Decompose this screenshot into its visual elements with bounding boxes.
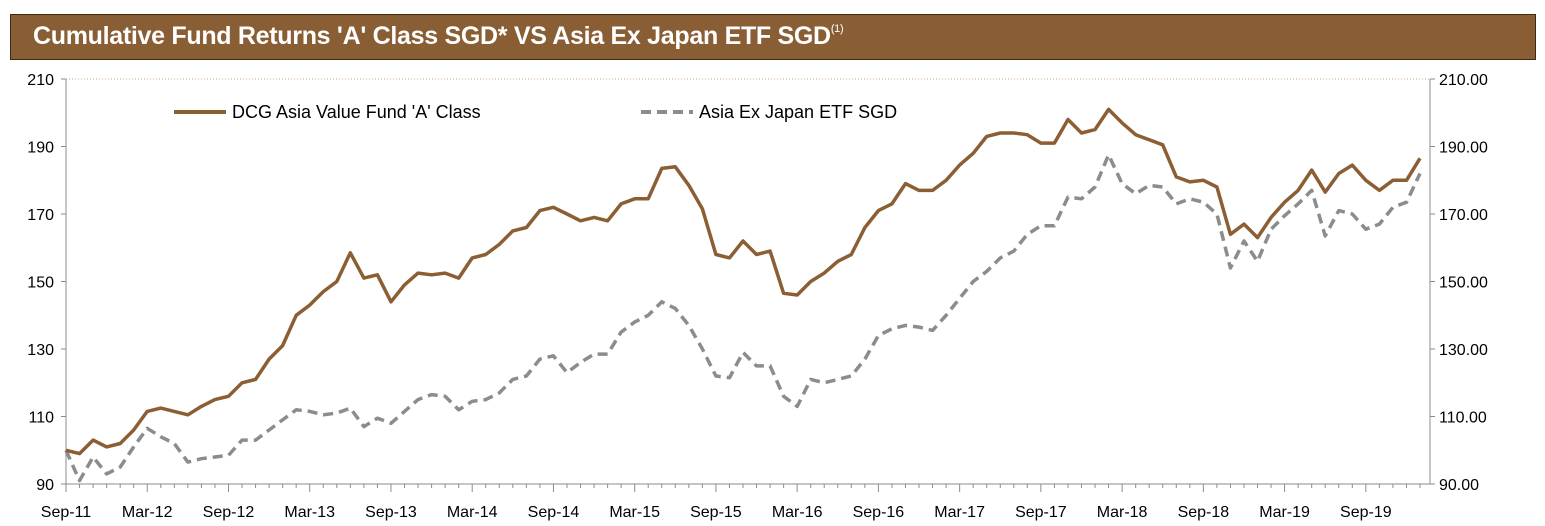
etf-series-line — [64, 153, 1422, 483]
legend-etf-label: Asia Ex Japan ETF SGD — [699, 102, 897, 122]
x-tick-label: Sep-12 — [203, 504, 255, 521]
right-y-tick-label: 210.00 — [1439, 72, 1488, 89]
right-y-tick-label: 150.00 — [1439, 275, 1488, 292]
x-axis: Sep-11 Mar-12 Sep-12 Mar-13 Sep-13 Mar-14 Sep-… — [41, 484, 1421, 521]
left-y-tick-label: 190 — [27, 140, 54, 157]
right-y-tick-label: 190.00 — [1439, 140, 1488, 157]
chart-title-bar: Cumulative Fund Returns 'A' Class SGD* V… — [10, 14, 1536, 60]
legend-fund-label: DCG Asia Value Fund 'A' Class — [232, 102, 481, 122]
x-tick-label: Mar-12 — [122, 504, 173, 521]
x-tick-label: Sep-19 — [1340, 504, 1392, 521]
right-y-axis: 90.00 110.00 130.00 150.00 170.00 190.00 210.0… — [1430, 72, 1488, 494]
chart-title-main: Cumulative Fund Returns 'A' Class SGD* V… — [33, 22, 831, 50]
right-y-tick-label: 90.00 — [1439, 477, 1479, 494]
x-tick-label: Sep-18 — [1178, 504, 1230, 521]
left-y-tick-label: 110 — [28, 410, 54, 427]
left-y-tick-label: 150 — [27, 275, 54, 292]
right-y-tick-label: 170.00 — [1439, 207, 1488, 224]
x-tick-label: Sep-17 — [1015, 504, 1067, 521]
fund-series-line — [65, 107, 1422, 456]
plot-frame — [65, 78, 1431, 485]
left-y-tick-label: 90 — [36, 477, 54, 494]
left-y-tick-label: 170 — [27, 207, 54, 224]
chart-title: Cumulative Fund Returns 'A' Class SGD* V… — [33, 22, 844, 51]
x-tick-label: Sep-16 — [853, 504, 905, 521]
legend: DCG Asia Value Fund 'A' Class Asia Ex Jap… — [174, 102, 897, 122]
x-tick-label: Sep-15 — [690, 504, 742, 521]
x-tick-label: Mar-18 — [1097, 504, 1148, 521]
x-tick-label: Mar-13 — [284, 504, 335, 521]
series-layer — [64, 107, 1422, 483]
chart-title-superscript: (1) — [830, 23, 844, 35]
right-y-tick-label: 110.00 — [1439, 410, 1487, 427]
x-tick-label: Mar-17 — [934, 504, 985, 521]
x-tick-label: Mar-16 — [772, 504, 823, 521]
x-tick-label: Mar-19 — [1259, 504, 1310, 521]
left-y-axis: 90 110 130 150 170 190 210 — [27, 72, 66, 494]
x-tick-label: Sep-13 — [365, 504, 417, 521]
right-y-tick-label: 130.00 — [1439, 342, 1488, 359]
x-tick-label: Mar-15 — [609, 504, 660, 521]
x-tick-label: Sep-11 — [41, 504, 92, 521]
left-y-tick-label: 210 — [27, 72, 54, 89]
x-tick-label: Mar-14 — [447, 504, 498, 521]
left-y-tick-label: 130 — [27, 342, 54, 359]
x-tick-label: Sep-14 — [528, 504, 580, 521]
